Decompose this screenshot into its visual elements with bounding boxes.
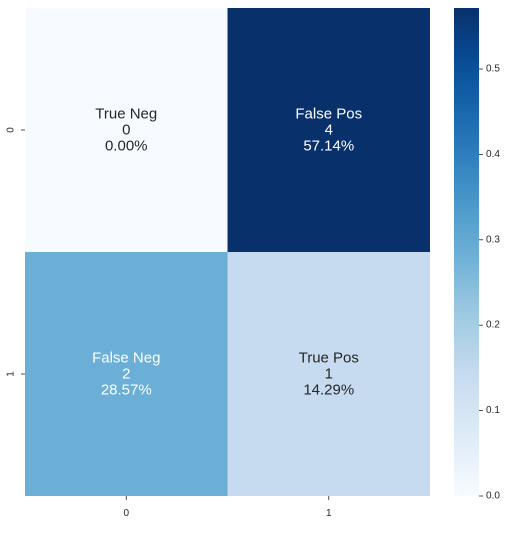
x-tick-label: 1 bbox=[326, 508, 332, 519]
colorbar-tick-label: 0.5 bbox=[486, 63, 500, 74]
colorbar-tick-label: 0.3 bbox=[486, 234, 500, 245]
cell-percent-label: 14.29% bbox=[303, 382, 354, 399]
heatmap-cell-1-1 bbox=[227, 252, 430, 496]
colorbar: 0.0 0.1 0.2 0.3 0.4 0.5 bbox=[454, 8, 500, 502]
colorbar-gradient bbox=[454, 8, 479, 496]
cell-count-label: 1 bbox=[325, 366, 333, 383]
cell-count-label: 2 bbox=[122, 366, 130, 383]
colorbar-tick-label: 0.1 bbox=[486, 405, 500, 416]
x-tick-label: 0 bbox=[123, 508, 129, 519]
cell-group-label: False Pos bbox=[295, 106, 362, 123]
cell-percent-label: 28.57% bbox=[101, 382, 152, 399]
heatmap-cell-1-0 bbox=[25, 252, 228, 496]
colorbar-tick-label: 0.2 bbox=[486, 320, 500, 331]
cell-percent-label: 0.00% bbox=[105, 138, 148, 155]
cell-group-label: True Neg bbox=[95, 106, 157, 123]
cell-group-label: False Neg bbox=[92, 350, 160, 367]
colorbar-tick-label: 0.0 bbox=[486, 491, 500, 502]
cell-group-label: True Pos bbox=[299, 350, 359, 367]
heatmap-cell-0-1 bbox=[227, 8, 430, 252]
cell-count-label: 0 bbox=[122, 122, 130, 139]
cell-percent-label: 57.14% bbox=[303, 138, 354, 155]
y-tick-label: 1 bbox=[6, 371, 17, 377]
y-tick-label: 0 bbox=[6, 127, 17, 133]
y-axis: 01 bbox=[6, 127, 25, 377]
heatmap-cells bbox=[25, 8, 430, 496]
colorbar-tick-label: 0.4 bbox=[486, 149, 500, 160]
heatmap-cell-0-0 bbox=[25, 8, 228, 252]
cell-count-label: 4 bbox=[325, 122, 333, 139]
